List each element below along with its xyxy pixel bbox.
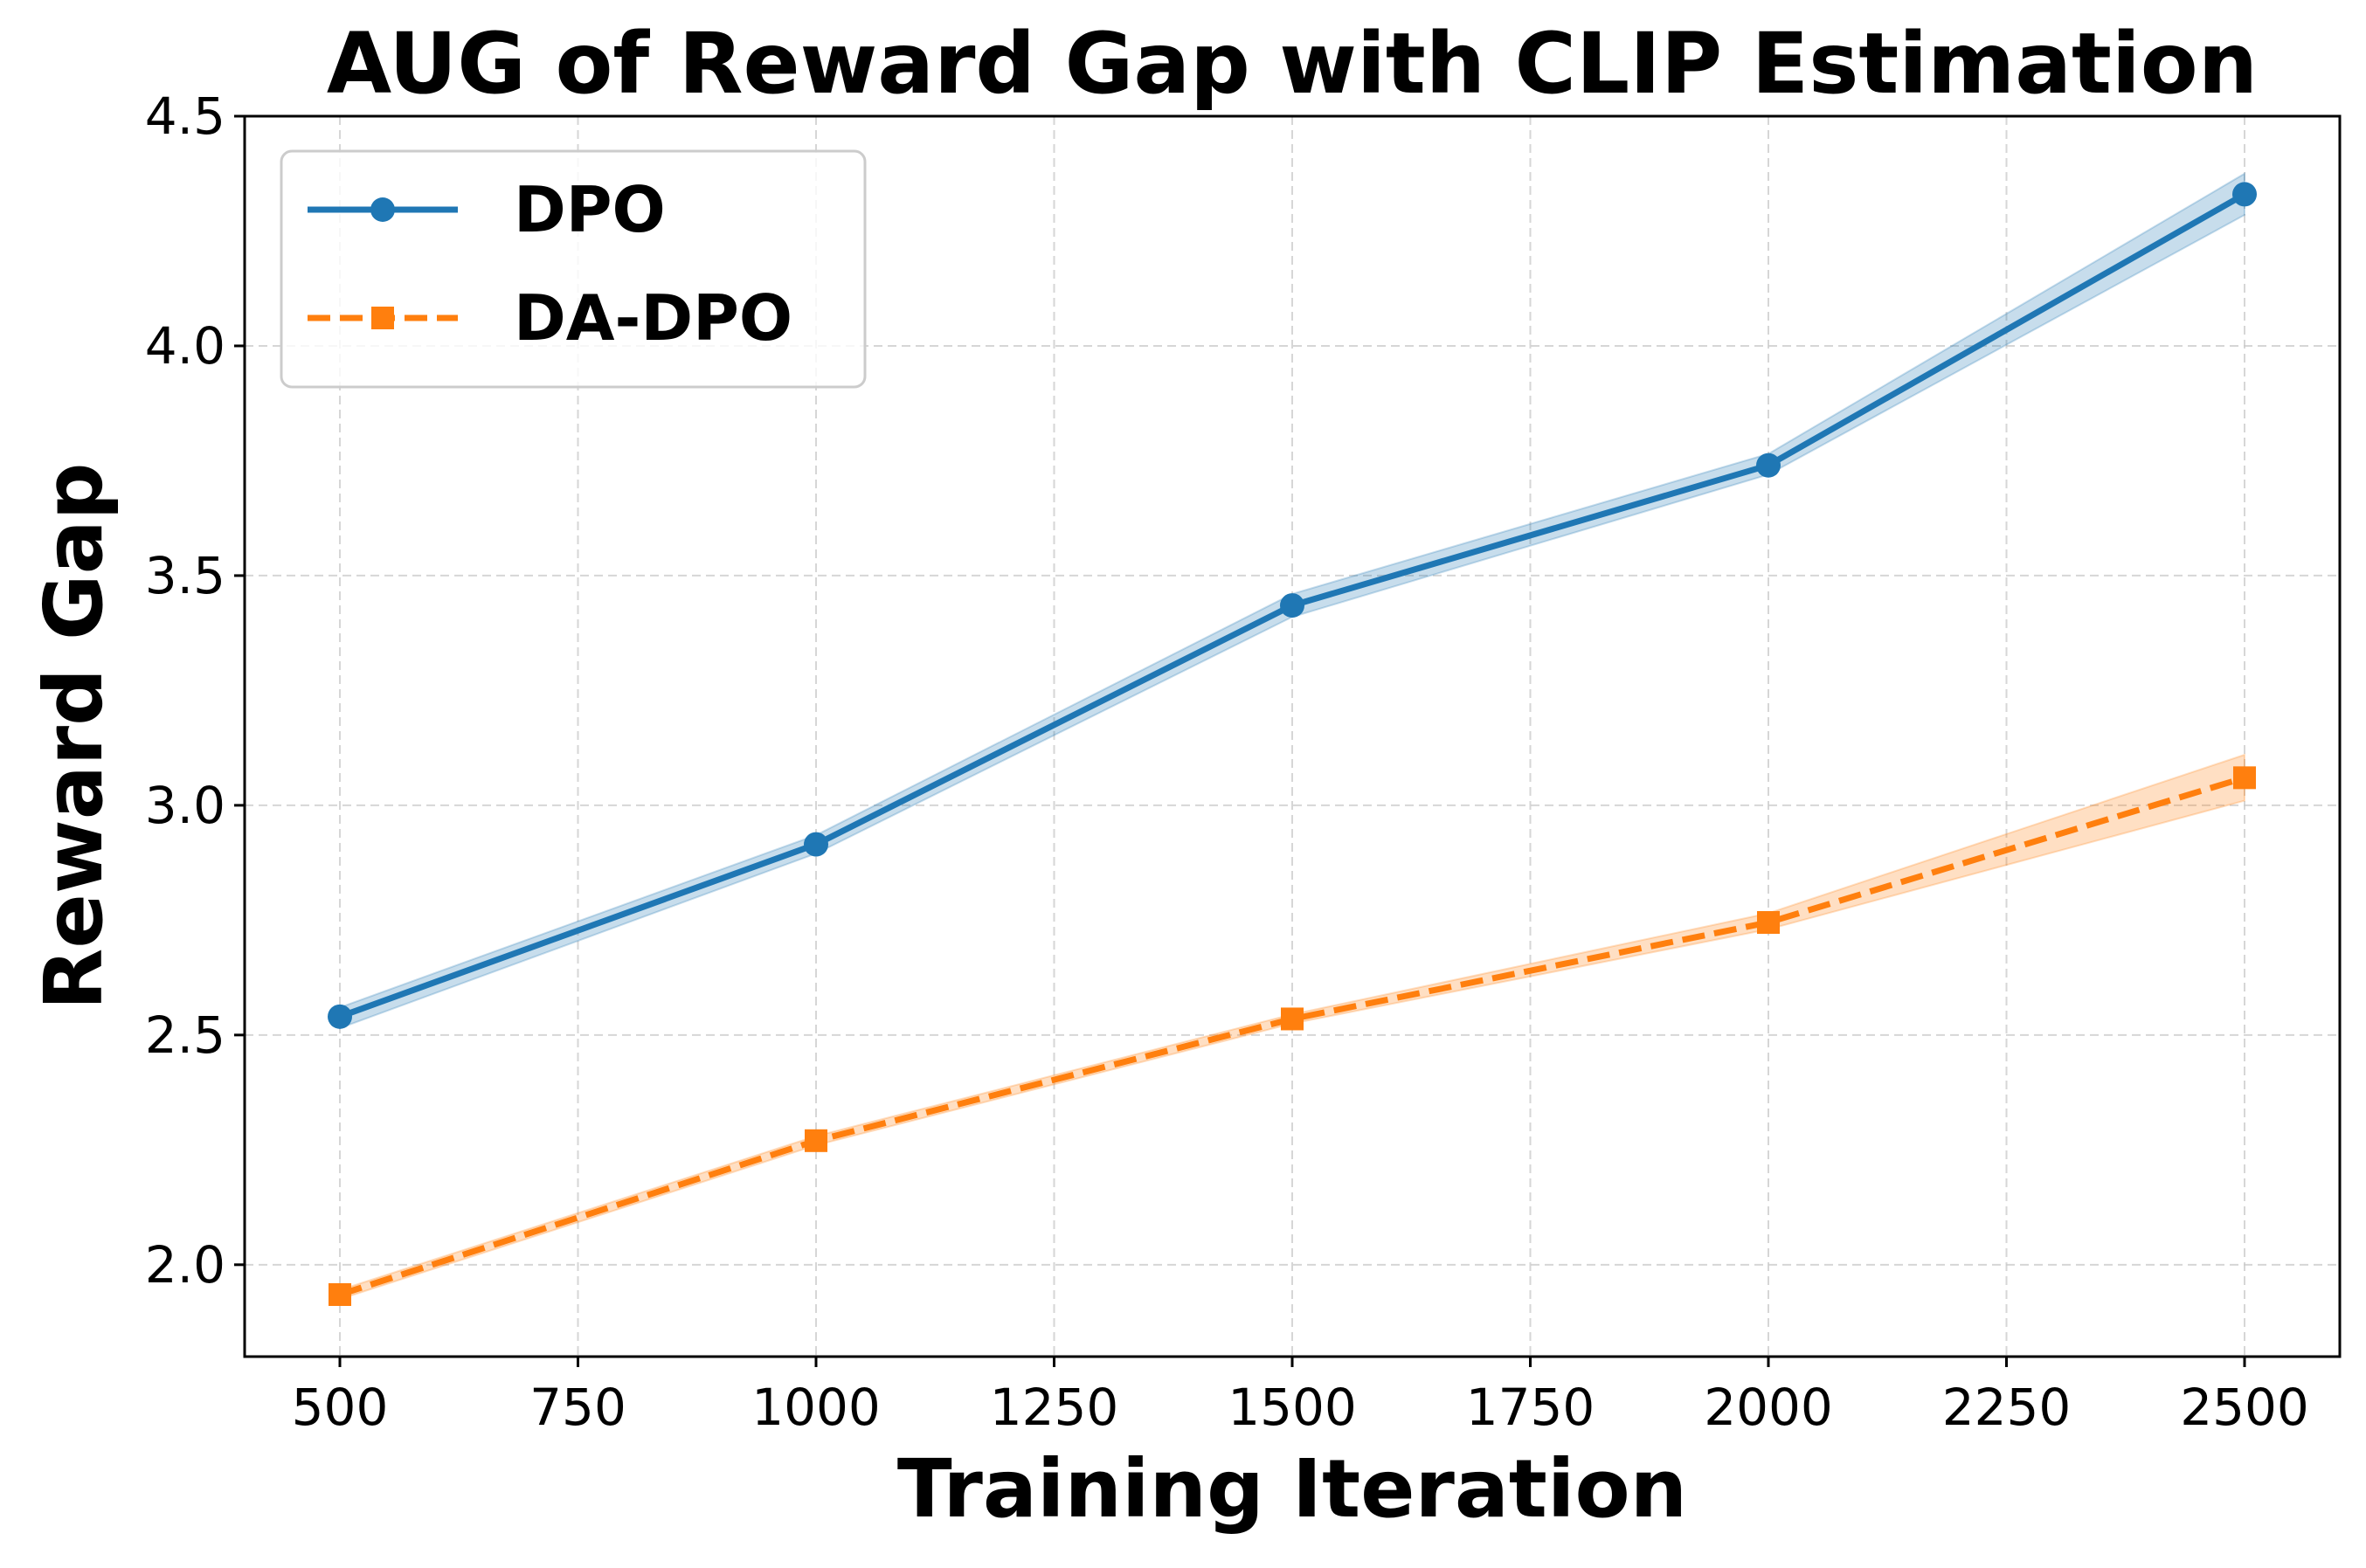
dpo-data-point: [1280, 593, 1304, 618]
da-dpo-confidence-band: [339, 753, 2245, 1301]
da-dpo-data-point: [1281, 1007, 1304, 1031]
x-tick-label: 750: [529, 1378, 626, 1437]
x-tick-label: 1000: [751, 1378, 881, 1437]
legend-da-dpo-marker: [371, 307, 394, 329]
series-markers: [328, 182, 2257, 1306]
da-dpo-data-point: [2233, 766, 2256, 790]
legend-da-dpo-label: DA-DPO: [514, 281, 792, 355]
x-tick-label: 2250: [1942, 1378, 2072, 1437]
dpo-data-point: [2232, 182, 2257, 207]
x-tick-label: 2500: [2180, 1378, 2309, 1437]
grid-layer: [245, 115, 2340, 1357]
da-dpo-data-point: [1757, 911, 1780, 934]
dpo-data-point: [1756, 452, 1781, 478]
da-dpo-data-point: [329, 1283, 351, 1306]
y-tick-label: 4.0: [145, 316, 225, 376]
y-axis-label: Reward Gap: [27, 462, 121, 1010]
x-tick-label: 1500: [1228, 1378, 1357, 1437]
dpo-data-point: [328, 1004, 352, 1029]
y-tick-label: 2.5: [145, 1005, 225, 1065]
dpo-data-point: [804, 832, 828, 857]
y-tick-label: 3.5: [145, 546, 225, 605]
x-axis-label: Training Iteration: [897, 1442, 1687, 1536]
x-tick-label: 2000: [1704, 1378, 1833, 1437]
y-tick-label: 2.0: [145, 1235, 225, 1295]
y-tick-label: 4.5: [145, 86, 225, 146]
x-tick-label: 1750: [1466, 1378, 1595, 1437]
x-tick-label: 1250: [990, 1378, 1119, 1437]
legend: DPO DA-DPO: [280, 149, 867, 389]
da-dpo-data-point: [805, 1129, 827, 1152]
chart-title: AUG of Reward Gap with CLIP Estimation: [327, 15, 2258, 113]
x-tick-label: 500: [292, 1378, 389, 1437]
legend-dpo-label: DPO: [514, 173, 666, 246]
y-tick-label: 3.0: [145, 776, 225, 835]
legend-dpo-marker: [370, 197, 395, 222]
axis-ticks: 500 750 1000 1250 1500 1750 2000 2250 2500 2.0 2.5…: [145, 86, 2309, 1437]
